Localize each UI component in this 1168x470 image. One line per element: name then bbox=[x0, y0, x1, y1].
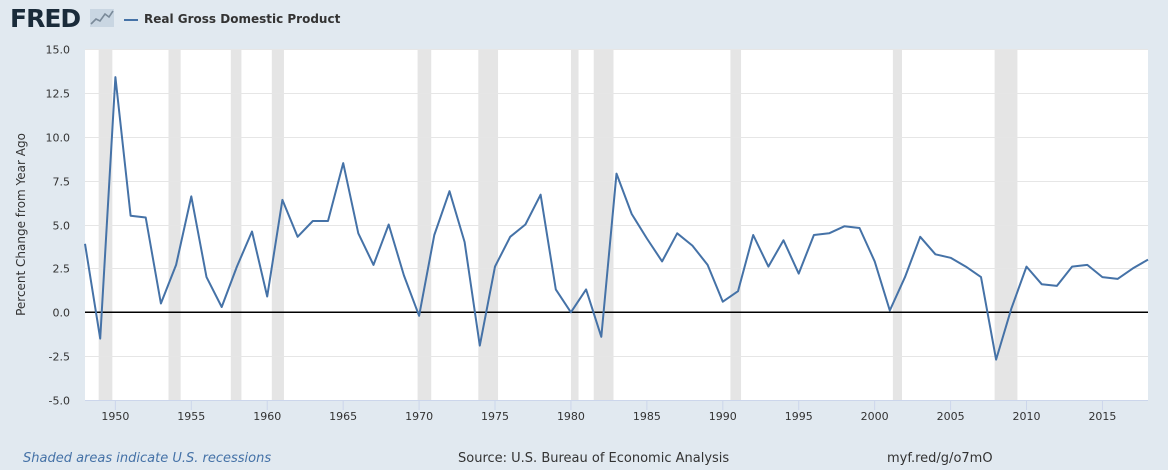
series-line-real-gdp[interactable] bbox=[84, 76, 1149, 361]
x-tick-label: 2000 bbox=[861, 410, 889, 423]
recession-band bbox=[593, 49, 614, 400]
x-tick-label: 1965 bbox=[329, 410, 357, 423]
x-tick-label: 1990 bbox=[709, 410, 737, 423]
y-tick-label: -2.5 bbox=[49, 351, 70, 364]
x-tick-label: 1985 bbox=[633, 410, 661, 423]
y-tick-label: 5.0 bbox=[53, 220, 71, 233]
y-tick-label: -5.0 bbox=[49, 395, 70, 408]
y-tick-label: 15.0 bbox=[46, 44, 71, 57]
legend-label: Real Gross Domestic Product bbox=[144, 12, 341, 26]
x-tick-label: 2005 bbox=[937, 410, 965, 423]
recession-note: Shaded areas indicate U.S. recessions bbox=[23, 451, 272, 466]
x-tick-label: 1980 bbox=[557, 410, 585, 423]
x-tick-label: 1970 bbox=[405, 410, 433, 423]
y-axis-label: Percent Change from Year Ago bbox=[14, 133, 28, 316]
x-axis-ticks: 1950 1955 1960 1965 1970 1975 1980 1985 1990 1995… bbox=[101, 400, 1116, 423]
legend-swatch bbox=[124, 19, 138, 21]
recession-band bbox=[478, 49, 499, 400]
y-tick-label: 12.5 bbox=[46, 88, 71, 101]
recession-band bbox=[230, 49, 242, 400]
recession-band bbox=[168, 49, 181, 400]
y-tick-label: 0.0 bbox=[53, 307, 71, 320]
x-tick-label: 1975 bbox=[481, 410, 509, 423]
y-tick-label: 7.5 bbox=[53, 176, 71, 189]
x-tick-label: 2015 bbox=[1088, 410, 1116, 423]
source-text: Source: U.S. Bureau of Economic Analysis bbox=[458, 451, 730, 466]
short-url-link[interactable]: myf.red/g/o7mO bbox=[887, 451, 993, 466]
fred-logo-graph-icon bbox=[90, 9, 114, 27]
recession-band bbox=[730, 49, 742, 400]
x-tick-label: 1960 bbox=[253, 410, 281, 423]
plot-area bbox=[85, 49, 1148, 400]
x-tick-label: 1955 bbox=[177, 410, 205, 423]
x-tick-label: 2010 bbox=[1013, 410, 1041, 423]
x-tick-label: 1950 bbox=[101, 410, 129, 423]
y-tick-label: 10.0 bbox=[46, 132, 71, 145]
x-tick-label: 1995 bbox=[785, 410, 813, 423]
recession-band bbox=[892, 49, 902, 400]
recession-band bbox=[98, 49, 113, 400]
y-axis-ticks: 15.0 12.5 10.0 7.5 5.0 2.5 0.0 -2.5 -5.0 bbox=[46, 44, 71, 408]
fred-logo[interactable]: FRED bbox=[10, 4, 81, 33]
chart-header: FRED Real Gross Domestic Product bbox=[0, 0, 1168, 40]
y-tick-label: 2.5 bbox=[53, 263, 71, 276]
recession-band bbox=[417, 49, 432, 400]
recession-band bbox=[994, 49, 1018, 400]
recession-band bbox=[570, 49, 579, 400]
